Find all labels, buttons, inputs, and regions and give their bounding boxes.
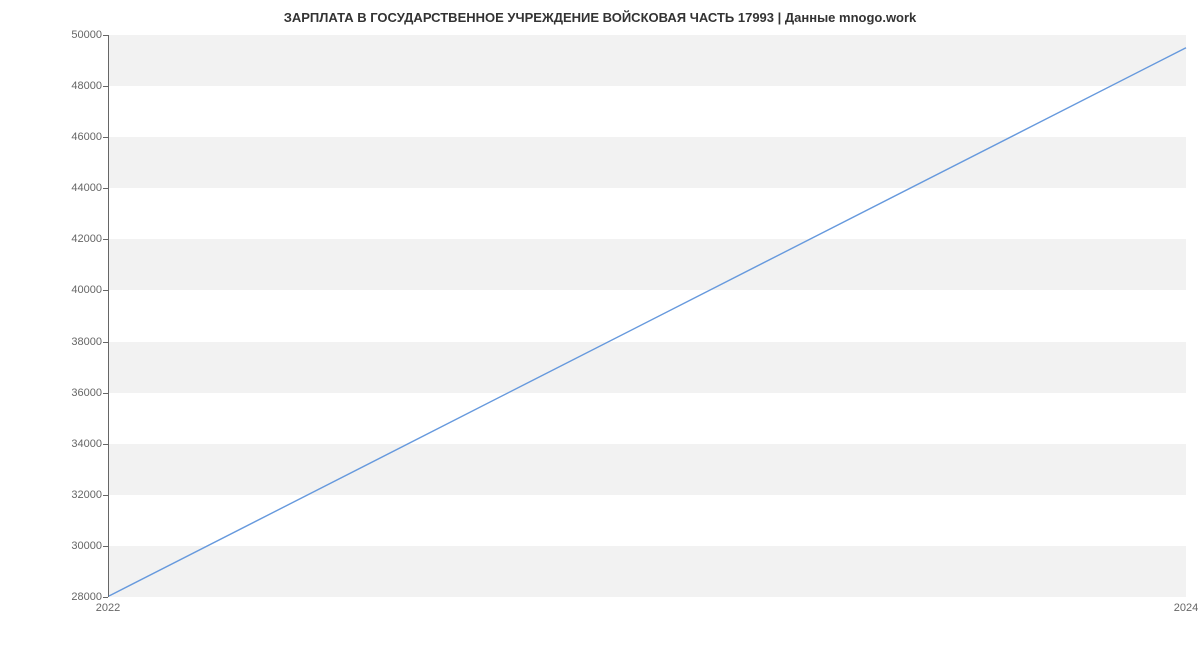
series-line	[109, 48, 1186, 596]
y-tick-label: 30000	[42, 540, 102, 552]
y-tick-label: 32000	[42, 489, 102, 501]
y-tick-mark	[103, 597, 108, 598]
y-tick-label: 50000	[42, 29, 102, 41]
y-tick-mark	[103, 137, 108, 138]
y-tick-mark	[103, 495, 108, 496]
y-tick-label: 34000	[42, 438, 102, 450]
y-tick-label: 48000	[42, 80, 102, 92]
y-tick-mark	[103, 342, 108, 343]
y-tick-label: 28000	[42, 591, 102, 603]
chart-title: ЗАРПЛАТА В ГОСУДАРСТВЕННОЕ УЧРЕЖДЕНИЕ ВО…	[0, 10, 1200, 25]
y-tick-label: 38000	[42, 336, 102, 348]
y-tick-label: 36000	[42, 387, 102, 399]
y-tick-mark	[103, 393, 108, 394]
y-tick-mark	[103, 188, 108, 189]
y-tick-mark	[103, 290, 108, 291]
y-tick-label: 44000	[42, 182, 102, 194]
y-tick-label: 46000	[42, 131, 102, 143]
x-tick-label: 2024	[1174, 602, 1198, 614]
line-layer	[109, 35, 1186, 596]
chart-container: ЗАРПЛАТА В ГОСУДАРСТВЕННОЕ УЧРЕЖДЕНИЕ ВО…	[0, 0, 1200, 650]
y-tick-mark	[103, 35, 108, 36]
y-tick-label: 42000	[42, 233, 102, 245]
y-tick-label: 40000	[42, 284, 102, 296]
plot-area	[108, 35, 1186, 597]
y-tick-mark	[103, 239, 108, 240]
y-tick-mark	[103, 444, 108, 445]
y-tick-mark	[103, 86, 108, 87]
y-tick-mark	[103, 546, 108, 547]
x-tick-label: 2022	[96, 602, 120, 614]
